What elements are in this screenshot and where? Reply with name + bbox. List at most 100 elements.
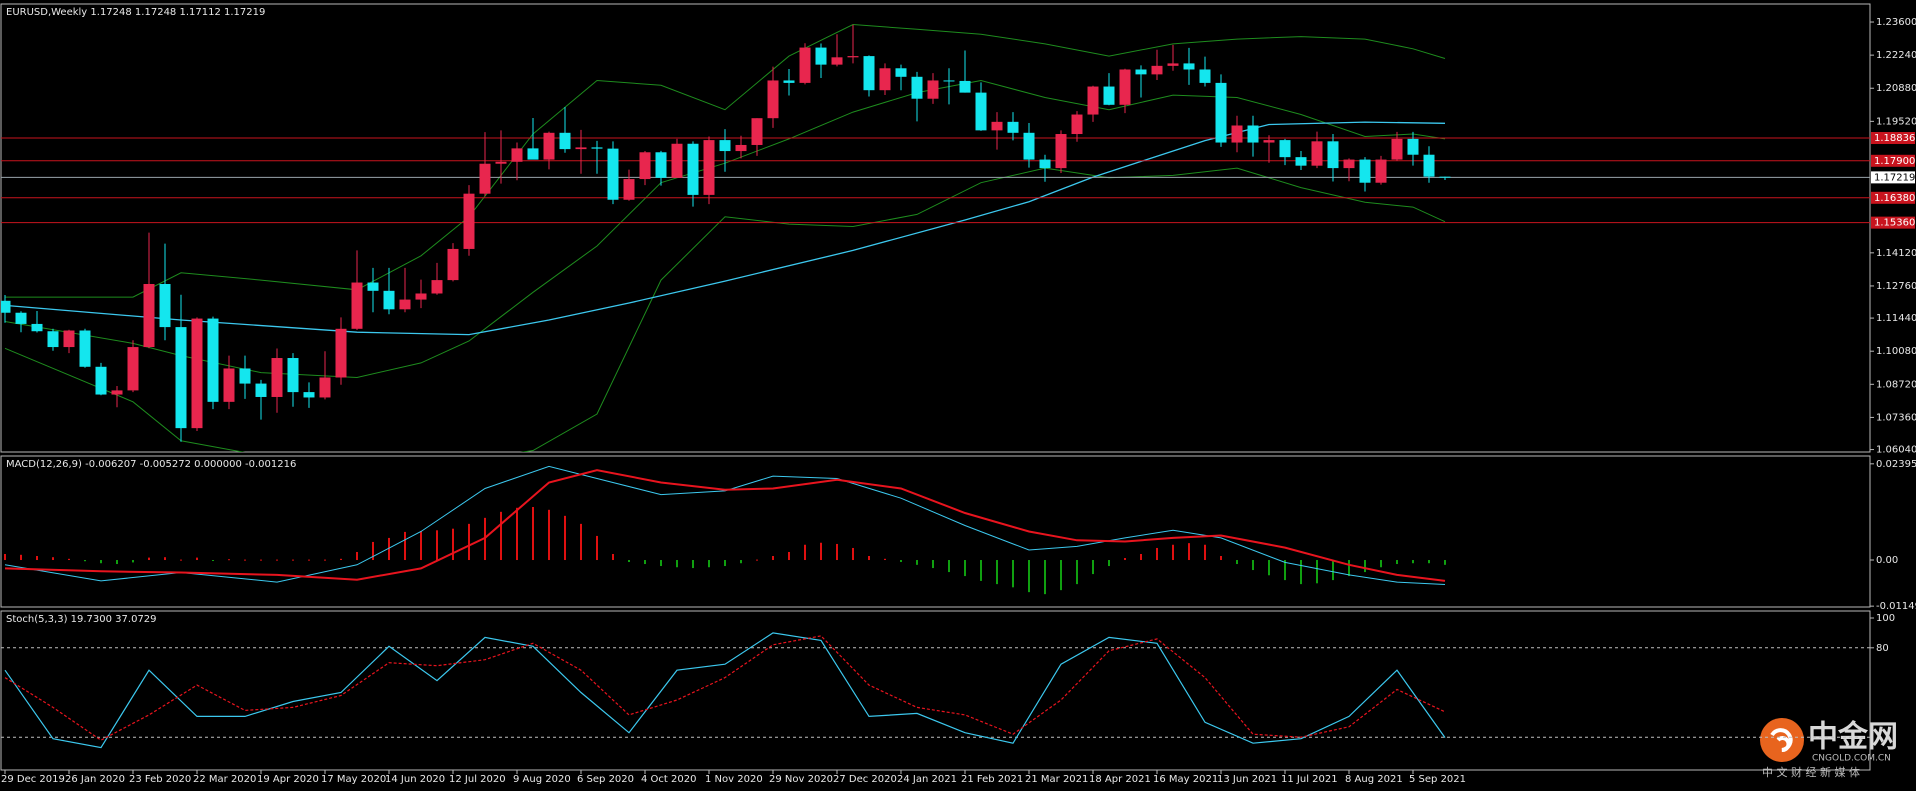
candle-body	[191, 318, 203, 429]
y-tick-label: 1.06040	[1876, 445, 1916, 456]
histogram-bar	[372, 541, 374, 561]
histogram-bar	[596, 535, 598, 561]
candle-body	[479, 163, 491, 194]
histogram-bar	[212, 560, 214, 562]
candle-body	[1071, 114, 1083, 135]
histogram-bar	[1092, 560, 1094, 575]
candle-body	[431, 280, 443, 294]
candle-body	[1439, 176, 1451, 178]
histogram-bar	[564, 515, 566, 561]
candle-body	[143, 284, 155, 348]
histogram-bar	[836, 543, 838, 561]
histogram-bar	[820, 542, 822, 561]
x-tick-label: 24 Jan 2021	[897, 774, 957, 785]
level-label: 1.17900	[1874, 156, 1915, 167]
histogram-bar	[660, 560, 662, 567]
candle-body	[895, 68, 907, 77]
candle-body	[63, 330, 75, 348]
candle-body	[303, 392, 315, 398]
candle-body	[1119, 69, 1131, 105]
histogram-bar	[340, 558, 342, 561]
histogram-bar	[964, 560, 966, 577]
x-tick-label: 22 Mar 2020	[193, 774, 256, 785]
candle-body	[79, 330, 91, 367]
candle-body	[367, 282, 379, 291]
candle-body	[463, 193, 475, 249]
histogram-bar	[852, 547, 854, 561]
histogram-bar	[548, 509, 550, 561]
histogram-bar	[116, 560, 118, 565]
candle-body	[95, 366, 107, 395]
histogram-bar	[292, 559, 294, 561]
x-tick-label: 27 Dec 2020	[833, 774, 897, 785]
x-tick-label: 12 Jul 2020	[449, 774, 506, 785]
candle-body	[1151, 65, 1163, 75]
candle-body	[847, 56, 859, 58]
panel-border	[0, 610, 1871, 771]
histogram-bar	[932, 560, 934, 569]
histogram-bar	[468, 523, 470, 561]
bollinger-upper	[5, 23, 1446, 298]
histogram-bar	[260, 559, 262, 561]
candle-body	[255, 383, 267, 397]
candle-body	[1023, 132, 1035, 160]
histogram-bar	[612, 553, 614, 561]
candle-body	[1359, 159, 1371, 183]
candle-body	[767, 80, 779, 119]
y-tick-label: 1.08720	[1876, 379, 1916, 390]
x-tick-label: 13 Jun 2021	[1217, 774, 1277, 785]
panel-title: Stoch(5,3,3) 19.7300 37.0729	[6, 614, 157, 625]
level-tag	[1871, 154, 1915, 167]
candle-body	[1039, 159, 1051, 169]
level-tag	[1871, 132, 1915, 145]
histogram-bar	[644, 560, 646, 565]
histogram-bar	[948, 560, 950, 573]
candle-body	[655, 152, 667, 178]
stoch-line	[4, 635, 1446, 741]
y-tick-label: 1.10080	[1876, 346, 1916, 357]
candle-body	[223, 368, 235, 402]
level-label: 1.18836	[1874, 133, 1915, 144]
histogram-bar	[452, 528, 454, 561]
candle-body	[1007, 121, 1019, 133]
histogram-bar	[180, 559, 182, 561]
candle-body	[1231, 125, 1243, 143]
histogram-bar	[84, 560, 86, 562]
y-tick-label: 0.023952	[1876, 459, 1916, 470]
candle-body	[1087, 86, 1099, 115]
x-tick-label: 14 Jun 2020	[385, 774, 445, 785]
histogram-bar	[1236, 560, 1238, 565]
histogram-bar	[196, 557, 198, 561]
histogram-bar	[52, 557, 54, 561]
histogram-bar	[68, 558, 70, 561]
histogram-bar	[1044, 560, 1046, 595]
histogram-bar	[724, 560, 726, 567]
candle-body	[287, 358, 299, 393]
histogram-bar	[404, 531, 406, 561]
histogram-bar	[1412, 560, 1414, 564]
panel-title: MACD(12,26,9) -0.006207 -0.005272 0.0000…	[6, 459, 296, 470]
y-tick-label: 0.00	[1876, 555, 1898, 566]
candle-body	[1199, 69, 1211, 83]
histogram-bar	[1300, 560, 1302, 585]
y-tick-label: 1.11440	[1876, 313, 1916, 324]
candle-body	[399, 299, 411, 310]
candle-body	[1103, 86, 1115, 105]
candle-body	[815, 47, 827, 65]
stoch-line	[4, 632, 1446, 749]
histogram-bar	[532, 507, 534, 561]
histogram-bar	[1284, 560, 1286, 581]
slogan: 中 文 财 经 新 媒 体	[1762, 765, 1860, 779]
histogram-bar	[244, 559, 246, 561]
histogram-bar	[308, 559, 310, 561]
histogram-bar	[628, 560, 630, 563]
candle-body	[1055, 134, 1067, 169]
candle-body	[863, 56, 875, 91]
candle-body	[687, 143, 699, 195]
candle-body	[31, 323, 43, 332]
x-tick-label: 23 Feb 2020	[129, 774, 191, 785]
candle-body	[623, 179, 635, 200]
x-tick-label: 17 May 2020	[321, 774, 386, 785]
histogram-bar	[148, 557, 150, 561]
histogram-bar	[1204, 544, 1206, 561]
